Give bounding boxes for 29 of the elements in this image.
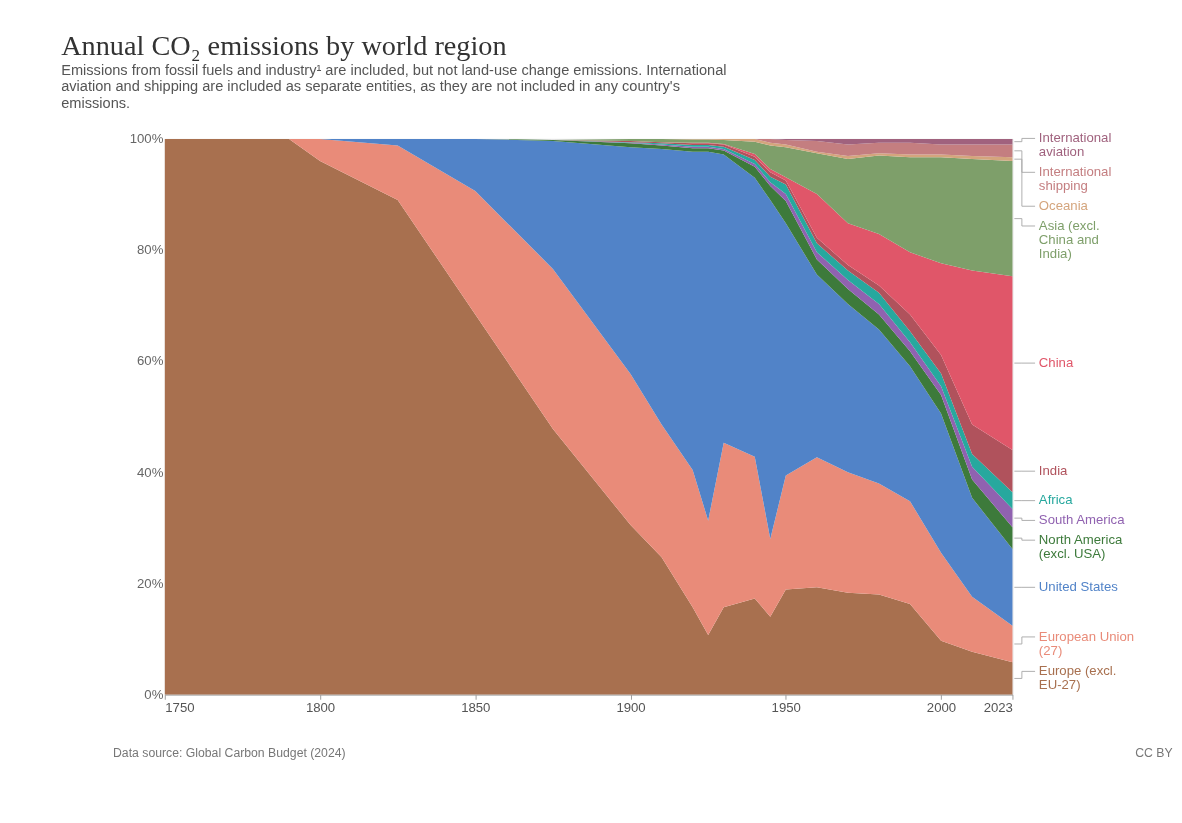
text: China: [1038, 354, 1074, 370]
x-tick-label: 1800: [305, 699, 336, 715]
y-tick-label: 0%: [144, 686, 164, 702]
x-tick-label: 2023: [983, 699, 1013, 715]
y-tick-label: 60%: [137, 353, 164, 369]
text: Africa: [1038, 492, 1074, 508]
text: International aviation: [1038, 130, 1112, 160]
x-tick-label: 1900: [616, 699, 646, 715]
y-tick-label: 100%: [129, 131, 164, 147]
y-tick-label: 20%: [137, 575, 164, 591]
x-tick-label: 1850: [461, 699, 491, 715]
text: Europe (excl. EU-27): [1038, 663, 1117, 693]
x-tick-label: 1750: [165, 699, 195, 715]
chart-title: Annual CO₂ emissions by world region: [61, 30, 507, 62]
text: United States: [1038, 579, 1119, 595]
y-tick-label: 40%: [137, 464, 164, 480]
text: CC BY: [1135, 745, 1173, 760]
text: Asia (excl. China and India): [1038, 217, 1100, 262]
x-tick-label: 1950: [771, 699, 801, 715]
text: South America: [1038, 512, 1126, 528]
x-tick-label: 2000: [926, 699, 957, 715]
text: International shipping: [1038, 164, 1112, 194]
text: Oceania: [1038, 197, 1089, 213]
chart-subtitle: Emissions from fossil fuels and industry¹ are included, but not land-use change emissions. International aviation and shipping are included as separate entities, as they are not included in any country's emissions.: [61, 61, 727, 111]
text: India: [1038, 462, 1069, 478]
text: North America (excl. USA): [1038, 531, 1123, 562]
y-tick-label: 80%: [137, 242, 164, 258]
text: European Union (27): [1038, 628, 1135, 658]
source-note: Data source: Global Carbon Budget (2024): [113, 745, 346, 760]
